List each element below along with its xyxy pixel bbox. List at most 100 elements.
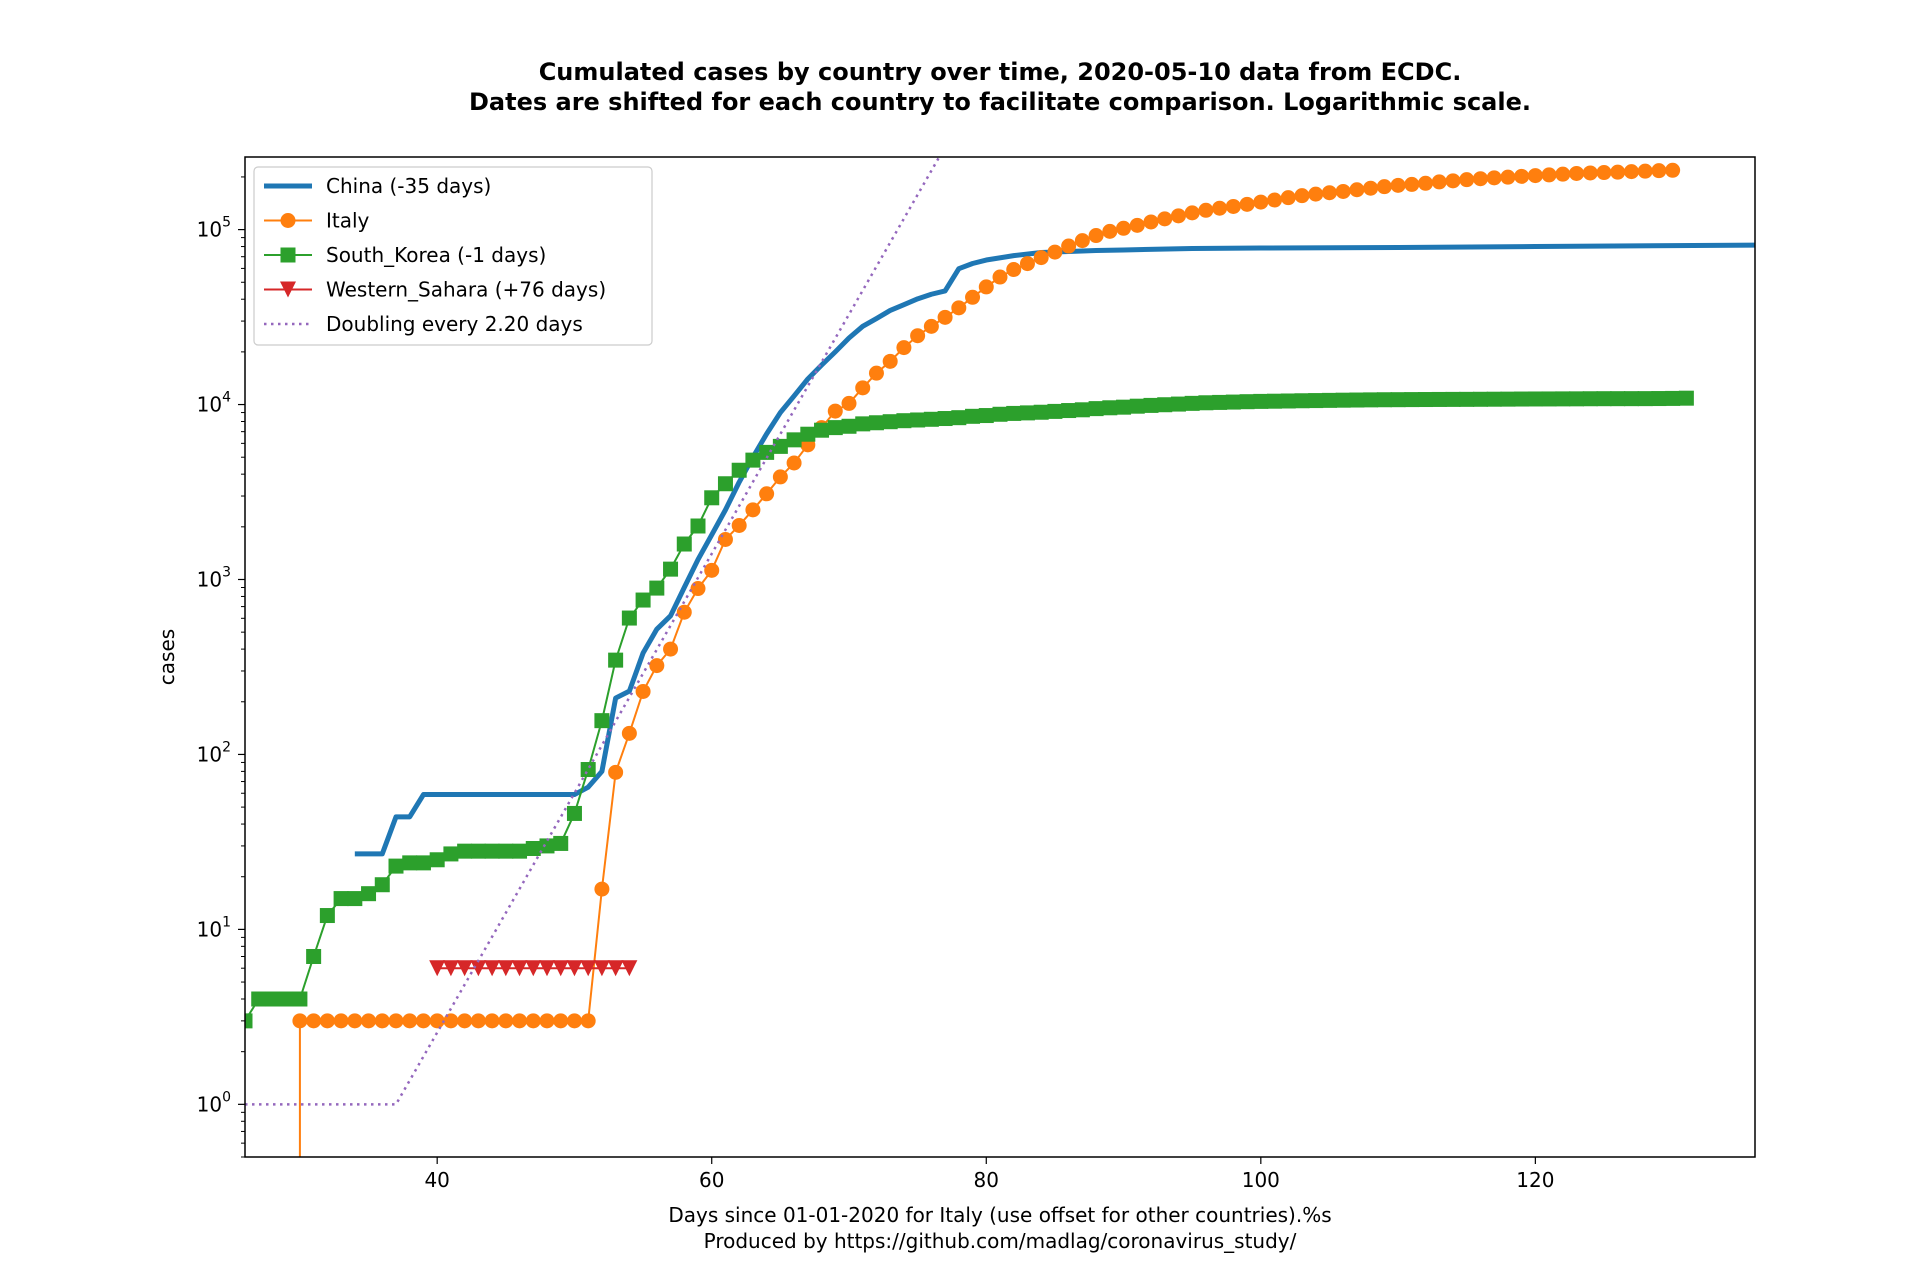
series-2-point [910, 412, 926, 428]
series-2-point [1651, 391, 1667, 407]
series-2-point [319, 908, 335, 924]
series-2-point [1486, 391, 1502, 407]
series-1-point [1280, 190, 1296, 206]
series-2-point [704, 490, 720, 506]
series-1-point [882, 353, 898, 369]
series-2-point [1500, 391, 1516, 407]
legend-label: Italy [326, 209, 370, 233]
legend-swatch-point [280, 213, 296, 228]
series-1-point [1088, 228, 1104, 244]
series-2-point [1349, 392, 1365, 408]
series-2-point [402, 855, 418, 871]
series-2-point [1143, 397, 1159, 413]
series-1-point [1623, 164, 1639, 180]
series-2-point [539, 838, 555, 854]
series-1-point [1170, 208, 1186, 224]
series-1-point [319, 1013, 335, 1029]
series-1-point [1459, 172, 1475, 188]
series-2-point [965, 408, 981, 424]
y-tick-base: 10 [197, 1092, 222, 1116]
x-tick-label: 40 [424, 1168, 449, 1192]
series-2-point [1074, 402, 1090, 418]
legend-label: South_Korea (-1 days) [326, 243, 546, 267]
series-layer [245, 157, 1755, 1157]
series-1-point [786, 455, 802, 471]
series-1-point [896, 340, 912, 356]
series-1-point [498, 1013, 514, 1029]
series-1-point [868, 365, 884, 381]
chart-title: Cumulated cases by country over time, 20… [539, 58, 1462, 86]
series-1-point [1212, 200, 1228, 216]
x-tick-label: 120 [1516, 1168, 1554, 1192]
series-1-point [1665, 162, 1681, 178]
series-1-point [1500, 169, 1516, 185]
series-2-point [1019, 405, 1035, 421]
series-3-point [580, 960, 597, 977]
series-1-point [965, 289, 981, 305]
series-3-point [470, 960, 487, 977]
series-1-point [978, 279, 994, 295]
series-2-point [580, 762, 596, 778]
series-2-point [772, 438, 788, 454]
legend-label: China (-35 days) [326, 174, 491, 198]
series-1-point [1102, 223, 1118, 239]
y-tick-label: 100 [197, 1089, 231, 1116]
x-tick-label: 60 [699, 1168, 724, 1192]
series-2-point [1637, 391, 1653, 407]
series-1-point [841, 395, 857, 411]
series-2-point [745, 452, 761, 468]
y-tick-label: 104 [197, 390, 231, 417]
series-1-point [347, 1013, 363, 1029]
chart-subtitle: Dates are shifted for each country to fa… [469, 88, 1531, 116]
series-1-point [470, 1013, 486, 1029]
series-1-point [635, 683, 651, 699]
series-2-point [1280, 393, 1296, 409]
series-2-point [1006, 405, 1022, 421]
series-1-point [690, 581, 706, 597]
series-1-point [1033, 250, 1049, 266]
series-2-point [1363, 392, 1379, 408]
series-1-point [1431, 174, 1447, 190]
series-2-point [251, 991, 267, 1007]
series-2-point [1294, 393, 1310, 409]
series-1-point [1308, 186, 1324, 202]
series-1-point [704, 562, 720, 578]
series-1-point [553, 1013, 569, 1029]
series-2-point [361, 886, 377, 902]
series-2-point [1225, 394, 1241, 410]
series-1-point [827, 403, 843, 419]
series-1-point [1047, 244, 1063, 260]
series-2-point [1610, 391, 1626, 407]
series-2-point [553, 835, 569, 851]
x-tick-label: 100 [1242, 1168, 1280, 1192]
series-2-point [1321, 392, 1337, 408]
series-1-point [1267, 192, 1283, 208]
series-1-point [1582, 165, 1598, 181]
y-tick-label: 103 [197, 564, 231, 591]
series-2-point [841, 418, 857, 434]
series-1-point [1610, 164, 1626, 180]
series-1-point [717, 531, 733, 547]
series-2-point [1184, 395, 1200, 411]
series-1-point [566, 1013, 582, 1029]
series-3-point [511, 960, 528, 977]
series-3-point [539, 960, 555, 977]
series-3-point [525, 960, 542, 977]
series-3-point [456, 960, 473, 977]
series-2-point [1445, 391, 1461, 407]
series-2 [245, 390, 1694, 1029]
series-1-point [1541, 167, 1557, 183]
series-2-point [649, 580, 665, 596]
series-1-point [772, 469, 788, 485]
series-2-point [1514, 391, 1530, 407]
y-tick-base: 10 [197, 917, 222, 941]
series-2-point [1418, 392, 1434, 408]
series-1-point [951, 300, 967, 316]
series-2-point [827, 420, 843, 436]
y-tick-base: 10 [197, 567, 222, 591]
series-1-point [759, 486, 775, 502]
series-2-point [951, 410, 967, 426]
series-2-point [690, 518, 706, 534]
